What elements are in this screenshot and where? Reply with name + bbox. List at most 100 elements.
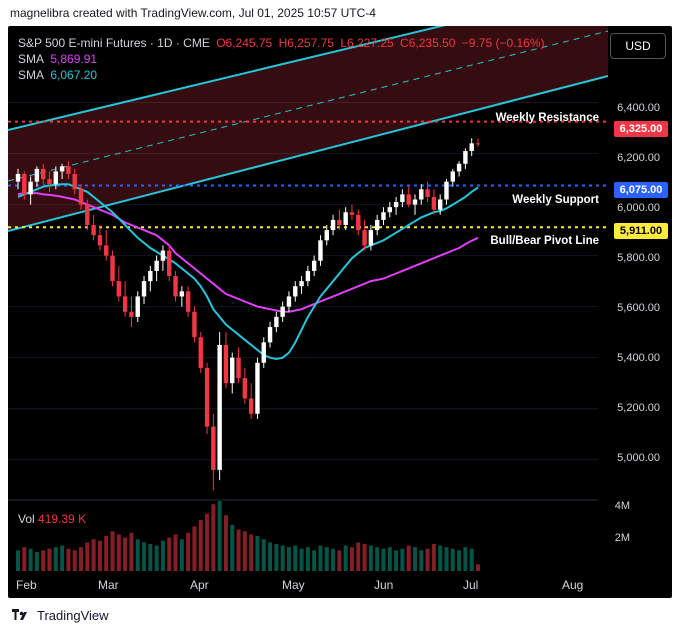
chart-panel[interactable]: S&P 500 E-mini Futures · 1D · CME O6,245… bbox=[8, 26, 672, 598]
trend-channel bbox=[8, 26, 609, 232]
candle-body bbox=[255, 362, 260, 414]
sma-fast-value: 6,067.20 bbox=[50, 68, 98, 82]
volume-bar bbox=[412, 547, 417, 571]
volume-bar bbox=[198, 520, 203, 571]
candle-body bbox=[463, 151, 468, 164]
volume-bar bbox=[123, 537, 128, 571]
volume-bar bbox=[293, 545, 298, 571]
y-tick: 5,800.00 bbox=[617, 252, 660, 264]
candle-body bbox=[97, 235, 103, 246]
candle-body bbox=[230, 357, 235, 384]
resistance-label: Weekly Resistance bbox=[495, 112, 599, 124]
candle-body bbox=[179, 291, 185, 297]
volume-bar bbox=[400, 548, 405, 571]
volume-bar bbox=[242, 531, 247, 571]
candle-body bbox=[311, 260, 317, 271]
volume-bar bbox=[154, 545, 159, 571]
volume-bar bbox=[223, 515, 228, 571]
candle-body bbox=[374, 219, 380, 231]
candle-body bbox=[141, 281, 147, 297]
sma-slow-legend[interactable]: SMA 5,869.91 bbox=[18, 52, 100, 66]
candle-body bbox=[305, 270, 311, 282]
volume-bar bbox=[425, 548, 430, 571]
candle-body bbox=[324, 230, 329, 241]
footer-brand[interactable]: TradingView bbox=[10, 608, 109, 623]
currency-button[interactable]: USD bbox=[610, 33, 666, 59]
volume-bar bbox=[331, 548, 336, 571]
candle-body bbox=[104, 245, 109, 256]
candle-body bbox=[431, 196, 437, 210]
candle-body bbox=[450, 171, 455, 182]
candle-body bbox=[154, 260, 159, 271]
attribution-text: magnelibra created with TradingView.com,… bbox=[10, 6, 376, 20]
channel-fill bbox=[8, 26, 608, 231]
volume-bars bbox=[16, 501, 480, 571]
volume-bar bbox=[85, 542, 90, 571]
candle-body bbox=[167, 250, 172, 277]
volume-bar bbox=[362, 543, 367, 571]
symbol-name: S&P 500 E-mini Futures · 1D · CME bbox=[18, 36, 210, 50]
volume-bar bbox=[255, 536, 260, 571]
volume-label: Vol bbox=[18, 512, 35, 526]
candle-body bbox=[330, 219, 336, 231]
volume-bar bbox=[148, 543, 153, 571]
candle-body bbox=[53, 171, 59, 185]
volume-bar bbox=[167, 537, 172, 571]
candle-body bbox=[15, 173, 21, 182]
price-chart[interactable] bbox=[8, 26, 672, 598]
volume-bar bbox=[135, 539, 140, 571]
candle-body bbox=[393, 202, 399, 208]
volume-bar bbox=[324, 547, 329, 571]
candle-body bbox=[236, 357, 241, 379]
volume-bar bbox=[261, 539, 266, 571]
volume-bar bbox=[450, 548, 455, 571]
resistance-price-tag: 6,325.00 bbox=[614, 121, 668, 137]
volume-bar bbox=[53, 547, 58, 571]
sma-fast-label: SMA bbox=[18, 68, 45, 82]
volume-bar bbox=[463, 547, 468, 571]
volume-bar bbox=[211, 504, 216, 571]
volume-bar bbox=[343, 545, 348, 571]
candle-body bbox=[129, 311, 134, 317]
symbol-legend[interactable]: S&P 500 E-mini Futures · 1D · CME O6,245… bbox=[18, 36, 548, 50]
candle-body bbox=[242, 378, 248, 399]
vol-tick: 2M bbox=[614, 532, 630, 544]
volume-bar bbox=[375, 547, 380, 571]
volume-bar bbox=[381, 548, 386, 571]
volume-bar bbox=[268, 542, 273, 571]
pivot-price-tag: 5,911.00 bbox=[614, 223, 668, 239]
y-tick: 6,200.00 bbox=[617, 152, 660, 164]
candle-body bbox=[299, 281, 304, 287]
volume-bar bbox=[476, 564, 480, 571]
volume-bar bbox=[173, 534, 178, 571]
candle-body bbox=[412, 199, 418, 205]
volume-bar bbox=[431, 543, 436, 571]
volume-bar bbox=[368, 545, 373, 571]
volume-bar bbox=[91, 539, 96, 571]
x-tick: Apr bbox=[190, 578, 209, 592]
volume-bar bbox=[236, 529, 241, 571]
candle-body bbox=[444, 181, 449, 200]
volume-bar bbox=[116, 534, 121, 571]
candle-body bbox=[318, 240, 323, 261]
candle-body bbox=[185, 291, 191, 312]
candle-body bbox=[337, 219, 342, 226]
candle-body bbox=[293, 286, 298, 297]
candle-body bbox=[173, 276, 178, 297]
volume-bar bbox=[205, 513, 210, 571]
horizontal-levels bbox=[8, 120, 608, 229]
candle-body bbox=[368, 230, 374, 246]
y-tick: 6,000.00 bbox=[617, 202, 660, 214]
sma-fast-legend[interactable]: SMA 6,067.20 bbox=[18, 68, 100, 82]
volume-legend[interactable]: Vol 419.39 K bbox=[18, 512, 86, 526]
volume-bar bbox=[312, 550, 317, 571]
candle-body bbox=[22, 173, 27, 195]
candle-body bbox=[274, 316, 279, 328]
channel-lower-line bbox=[8, 75, 609, 232]
volume-bar bbox=[60, 545, 65, 571]
volume-bar bbox=[129, 532, 134, 571]
y-tick: 6,400.00 bbox=[617, 102, 660, 114]
volume-bar bbox=[160, 540, 165, 571]
volume-bar bbox=[192, 526, 197, 571]
top-bar: magnelibra created with TradingView.com,… bbox=[0, 0, 680, 26]
